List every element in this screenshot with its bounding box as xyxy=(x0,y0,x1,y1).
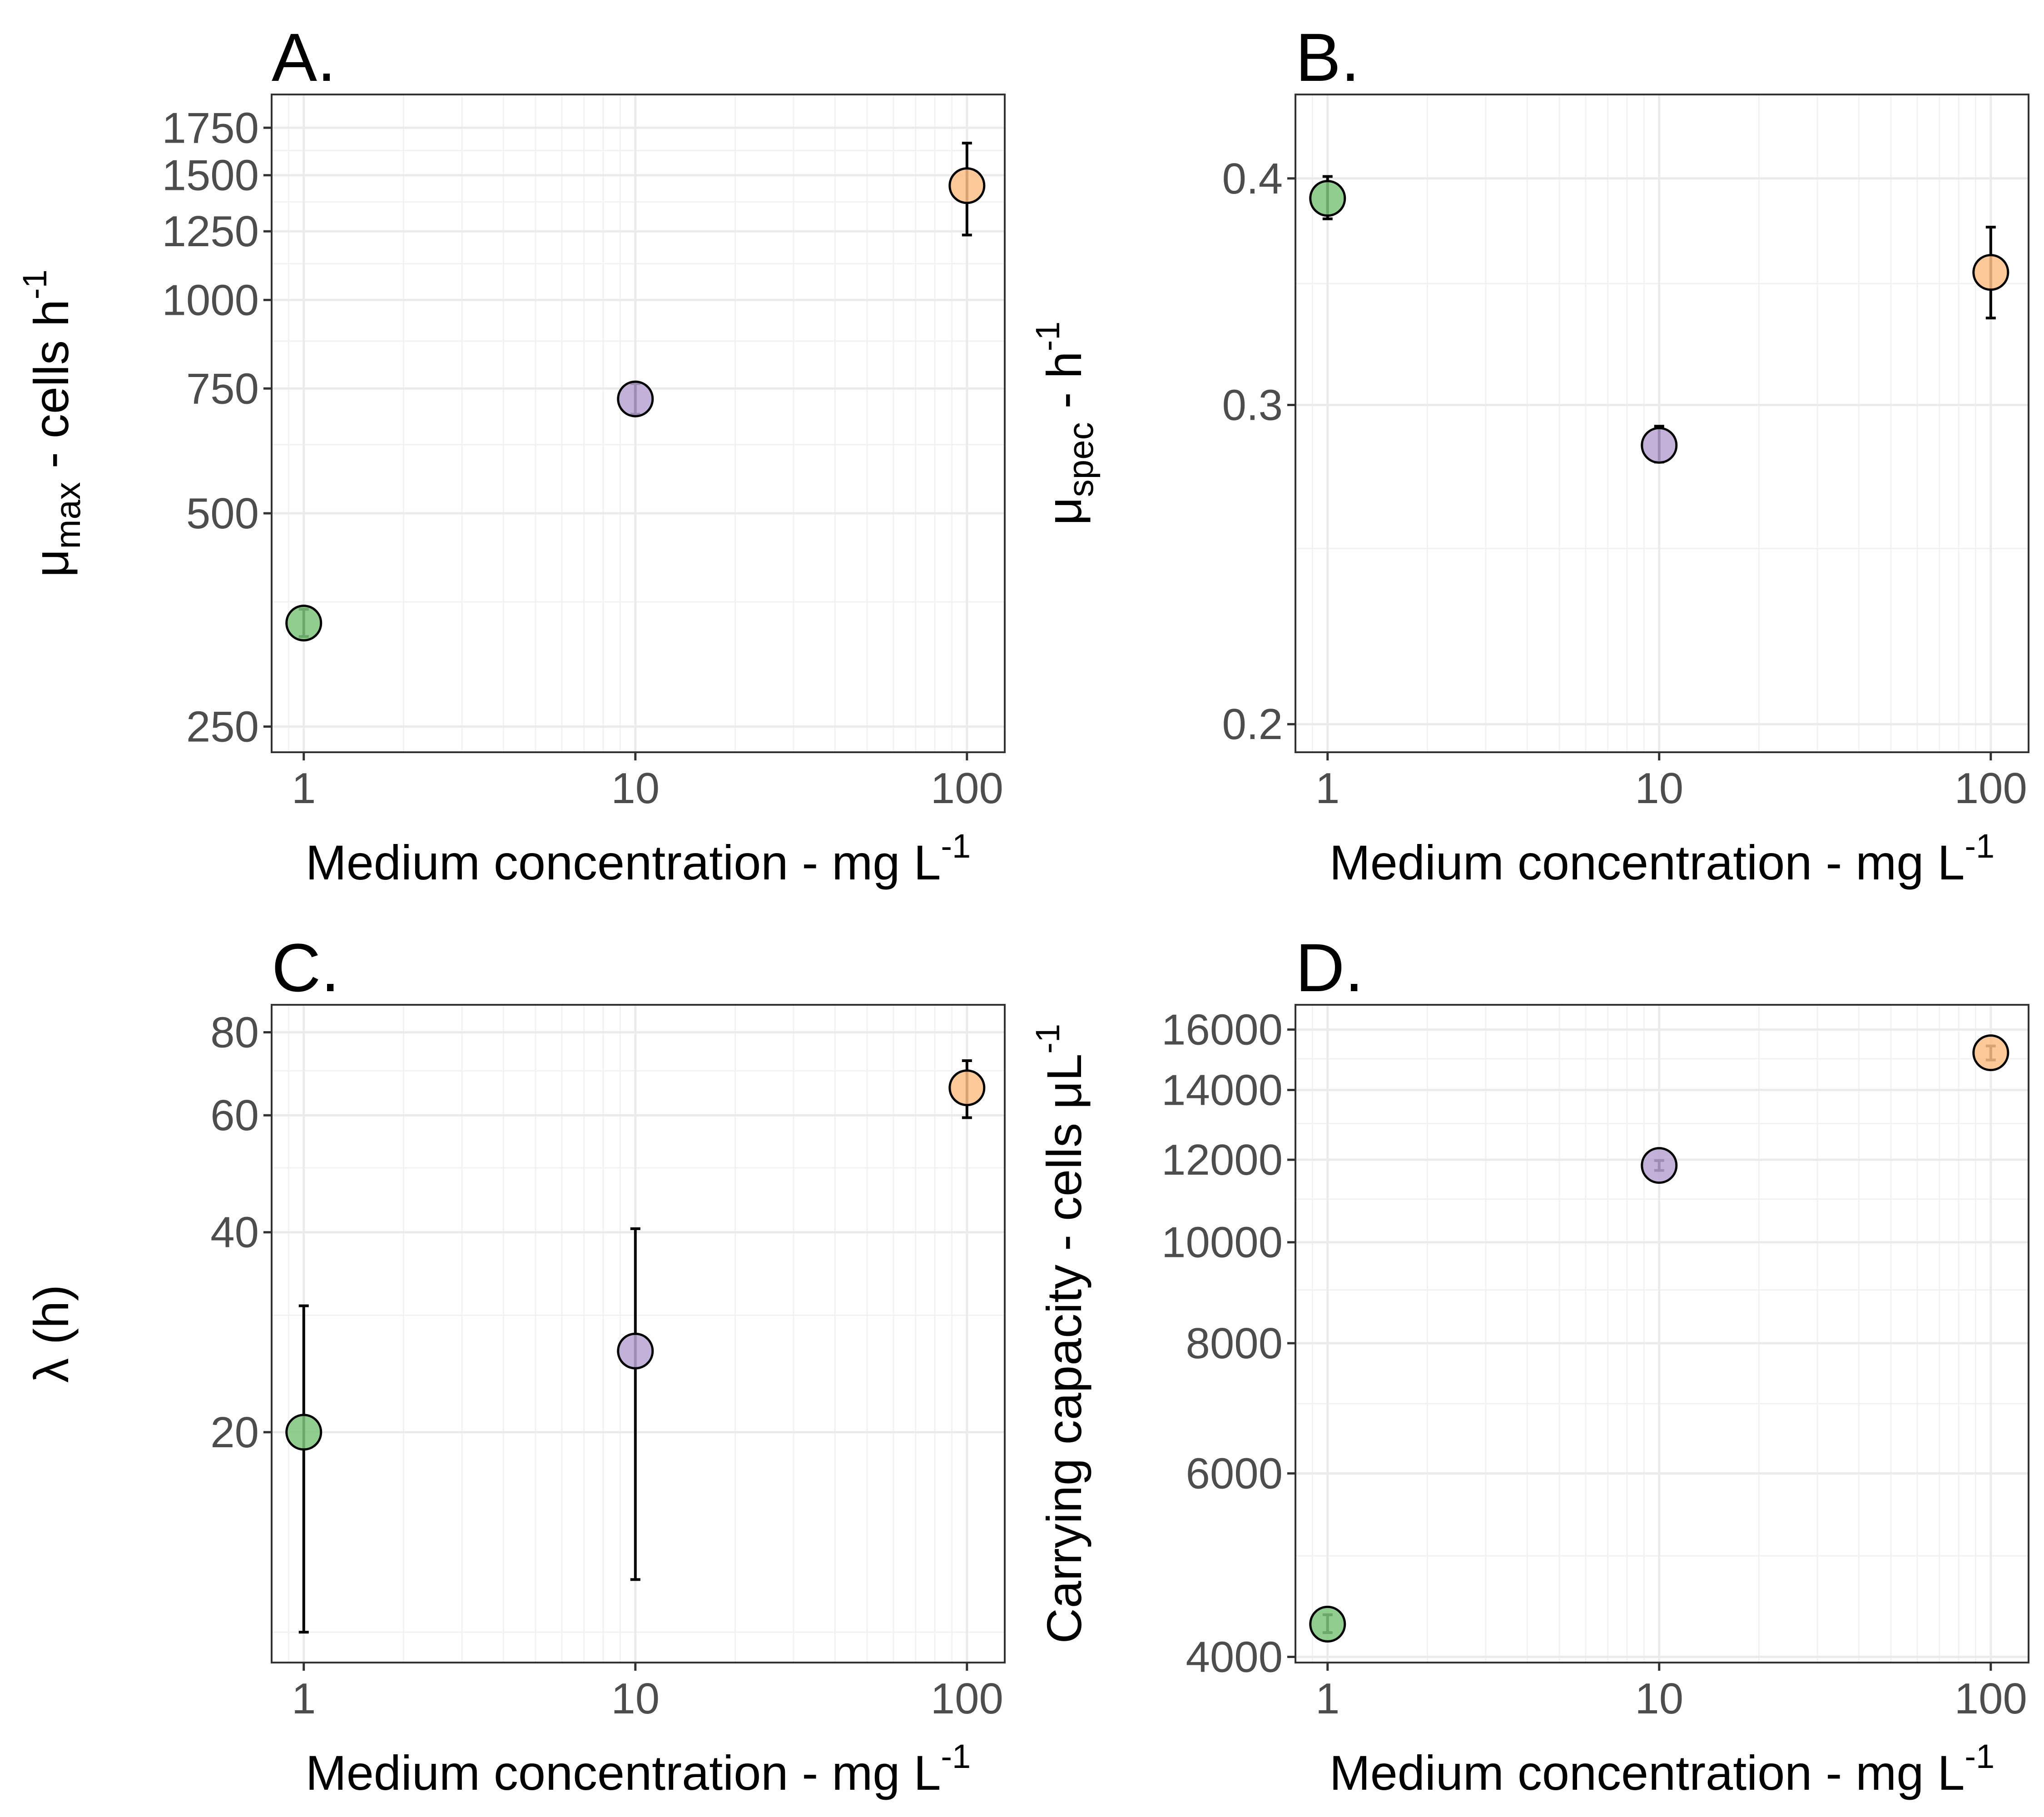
data-point xyxy=(1641,427,1678,464)
plot-background xyxy=(1295,94,2029,752)
y-tick-label: 8000 xyxy=(1186,1319,1283,1368)
y-tick-label: 1000 xyxy=(162,276,259,324)
data-point xyxy=(1309,180,1346,217)
y-tick-label: 6000 xyxy=(1186,1450,1283,1498)
x-axis-label: Medium concentration - mg L-1 xyxy=(306,1738,971,1800)
x-tick-label: 100 xyxy=(931,764,1003,813)
data-point xyxy=(948,1069,986,1107)
y-tick-label: 500 xyxy=(186,489,259,538)
data-point xyxy=(617,380,654,417)
data-point xyxy=(1641,1147,1678,1184)
x-tick-label: 1 xyxy=(1315,764,1340,813)
y-axis-label: μmax - cells h-1 xyxy=(16,269,88,577)
panel-label: B. xyxy=(1295,19,1360,95)
plot-frame xyxy=(271,1004,1006,1663)
y-tick-label: 0.2 xyxy=(1222,700,1283,749)
x-axis-label: Medium concentration - mg L-1 xyxy=(306,827,971,890)
data-point xyxy=(285,605,322,642)
plot-background xyxy=(272,94,1005,752)
y-tick-label: 750 xyxy=(186,364,259,413)
y-tick-label: 4000 xyxy=(1186,1633,1283,1681)
x-tick-label: 100 xyxy=(1955,1674,2027,1723)
x-axis-label: Medium concentration - mg L-1 xyxy=(1330,827,1994,890)
y-tick-label: 12000 xyxy=(1161,1136,1283,1184)
x-tick-label: 10 xyxy=(611,1674,660,1723)
data-point xyxy=(617,1332,654,1370)
x-tick-label: 10 xyxy=(1635,764,1683,813)
y-tick-label: 80 xyxy=(210,1008,259,1057)
x-tick-label: 1 xyxy=(292,1674,316,1723)
x-axis-label: Medium concentration - mg L-1 xyxy=(1330,1738,1994,1800)
data-point xyxy=(285,1414,322,1451)
x-tick-label: 10 xyxy=(1635,1674,1683,1723)
y-tick-label: 0.4 xyxy=(1222,154,1283,203)
y-tick-label: 250 xyxy=(186,703,259,751)
panel-label: A. xyxy=(272,19,336,95)
data-point xyxy=(948,167,986,204)
y-tick-label: 16000 xyxy=(1161,1006,1283,1054)
y-tick-label: 20 xyxy=(210,1408,259,1457)
x-tick-label: 100 xyxy=(931,1674,1003,1723)
panel-c: C. 1 10 100 20 40 60 80 Medium concentration - … xyxy=(24,929,1006,1800)
panel-label: C. xyxy=(272,929,340,1006)
y-tick-label: 40 xyxy=(210,1208,259,1257)
panel-label: D. xyxy=(1295,929,1364,1006)
plot-background xyxy=(1295,1005,2029,1663)
x-tick-label: 1 xyxy=(1315,1674,1340,1723)
y-axis-label: Carrying capacity - cells μL-1 xyxy=(1029,1024,1091,1643)
data-point xyxy=(1309,1605,1346,1643)
x-tick-label: 1 xyxy=(292,764,316,813)
plot-frame xyxy=(1295,1004,2029,1663)
panel-d: D. 1 10 100 4000 6000 8000 10000 12000 14000 1600… xyxy=(1029,929,2029,1800)
y-tick-label: 0.3 xyxy=(1222,381,1283,429)
y-tick-label: 1500 xyxy=(162,151,259,200)
y-tick-label: 1750 xyxy=(162,104,259,152)
y-tick-label: 14000 xyxy=(1161,1066,1283,1115)
x-tick-label: 100 xyxy=(1955,764,2027,813)
y-tick-label: 1250 xyxy=(162,207,259,256)
y-tick-label: 60 xyxy=(210,1091,259,1140)
data-point xyxy=(1972,254,2009,291)
data-point xyxy=(1972,1034,2009,1072)
plot-frame xyxy=(271,94,1006,753)
y-tick-label: 10000 xyxy=(1161,1218,1283,1267)
x-tick-label: 10 xyxy=(611,764,660,813)
plot-frame xyxy=(1295,94,2029,753)
y-axis-label: λ (h) xyxy=(24,1285,79,1383)
y-axis-label: μspec - h-1 xyxy=(1029,322,1101,526)
panel-b: B. 1 10 100 0.2 0.3 0.4 Medium concentration -… xyxy=(1029,19,2029,890)
